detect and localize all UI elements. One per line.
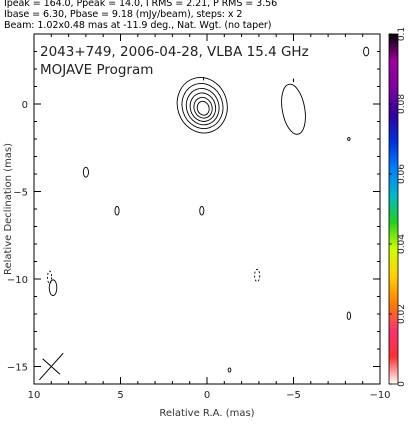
colorbar-tick-label: 0.04 bbox=[397, 234, 407, 254]
colorbar-tick-label: 0.06 bbox=[397, 164, 407, 184]
chart-title: 2043+749, 2006-04-28, VLBA 15.4 GHz bbox=[40, 44, 309, 60]
y-axis-label: Relative Declination (mas) bbox=[3, 143, 14, 275]
header-line-2: Ibase = 6.30, Pbase = 9.18 (mJy/beam), s… bbox=[4, 9, 243, 20]
colorbar-tick-label: 0.1 bbox=[397, 27, 407, 41]
noise-contour bbox=[199, 205, 205, 216]
plot-frame bbox=[33, 33, 381, 385]
y-tick-label: −10 bbox=[7, 275, 28, 286]
header-line-1: Ipeak = 164.0, Ppeak = 14.0, I RMS = 2.2… bbox=[4, 0, 278, 9]
colorbar-tick-label: 0.02 bbox=[397, 304, 407, 324]
beam-marker bbox=[39, 352, 64, 381]
noise-contour bbox=[347, 137, 351, 141]
colorbar-tick-label: 0.08 bbox=[397, 94, 407, 114]
colorbar-tick-label: 0 bbox=[397, 381, 407, 387]
y-tick-label: −15 bbox=[7, 363, 28, 374]
chart-subtitle: MOJAVE Program bbox=[40, 62, 153, 78]
core-contour bbox=[185, 88, 220, 126]
colorbar bbox=[388, 33, 399, 385]
core-contour bbox=[181, 83, 224, 129]
core-contour bbox=[196, 100, 210, 116]
x-tick-label: −5 bbox=[286, 390, 301, 401]
y-tick-label: 0 bbox=[22, 100, 28, 111]
x-axis-label: Relative R.A. (mas) bbox=[159, 408, 254, 419]
core-contour bbox=[176, 77, 228, 134]
negative-contour bbox=[47, 270, 53, 284]
core-contour bbox=[193, 96, 213, 119]
noise-contour bbox=[114, 205, 120, 216]
x-tick-label: 0 bbox=[204, 390, 210, 401]
beam-minor-axis bbox=[42, 358, 61, 375]
noise-contour bbox=[346, 311, 352, 321]
jet-contour bbox=[281, 83, 306, 135]
core-contour bbox=[189, 92, 217, 122]
y-tick-label: −5 bbox=[13, 188, 28, 199]
x-tick-label: 10 bbox=[28, 390, 41, 401]
noise-contour bbox=[82, 166, 89, 178]
noise-contour bbox=[227, 367, 232, 373]
x-tick-label: 5 bbox=[117, 390, 123, 401]
noise-contour bbox=[363, 46, 370, 57]
noise-contour bbox=[48, 279, 58, 297]
header-line-3: Beam: 1.02x0.48 mas at -11.9 deg., Nat. … bbox=[4, 20, 272, 31]
x-tick-label: −10 bbox=[369, 390, 390, 401]
negative-contour bbox=[254, 268, 261, 283]
